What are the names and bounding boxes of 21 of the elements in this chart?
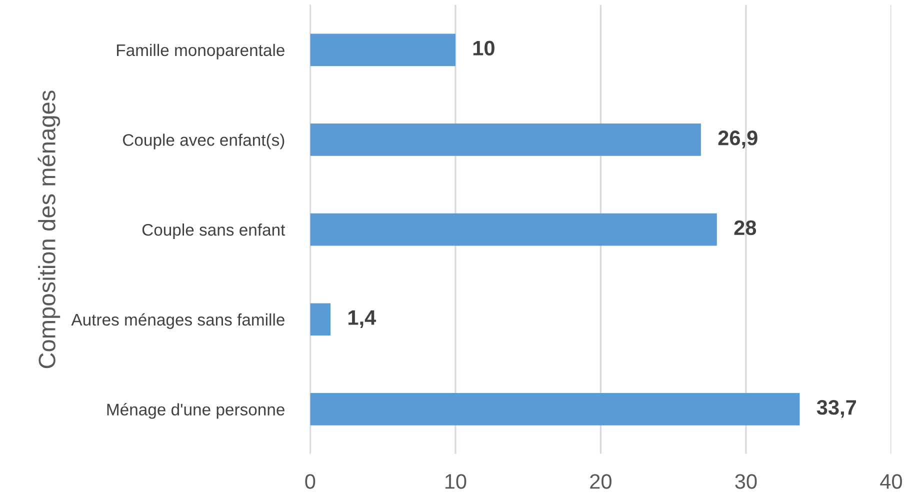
x-tick-label: 10 <box>445 474 466 489</box>
y-tick-label: Ménage d'une personne <box>107 403 284 419</box>
data-label: 1,4 <box>348 310 376 328</box>
y-tick-label: Autres ménages sans famille <box>71 313 284 329</box>
x-tick-label: 40 <box>880 474 902 489</box>
bar <box>310 393 800 426</box>
bar <box>310 124 701 156</box>
bar <box>310 213 717 246</box>
y-axis-title: Composition des ménages <box>38 90 60 368</box>
data-label: 10 <box>473 40 494 56</box>
bar <box>310 34 456 66</box>
y-tick-label: Famille monoparentale <box>117 44 284 60</box>
x-tick-label: 20 <box>590 474 612 489</box>
data-label: 28 <box>734 220 756 236</box>
bar <box>310 303 331 336</box>
x-tick-label: 0 <box>305 474 316 489</box>
y-tick-label: Couple sans enfant <box>142 224 286 240</box>
data-label: 33,7 <box>816 400 856 418</box>
data-label: 26,9 <box>718 130 758 148</box>
x-tick-label: 30 <box>735 474 757 489</box>
y-tick-label: Couple avec enfant(s) <box>122 134 284 150</box>
